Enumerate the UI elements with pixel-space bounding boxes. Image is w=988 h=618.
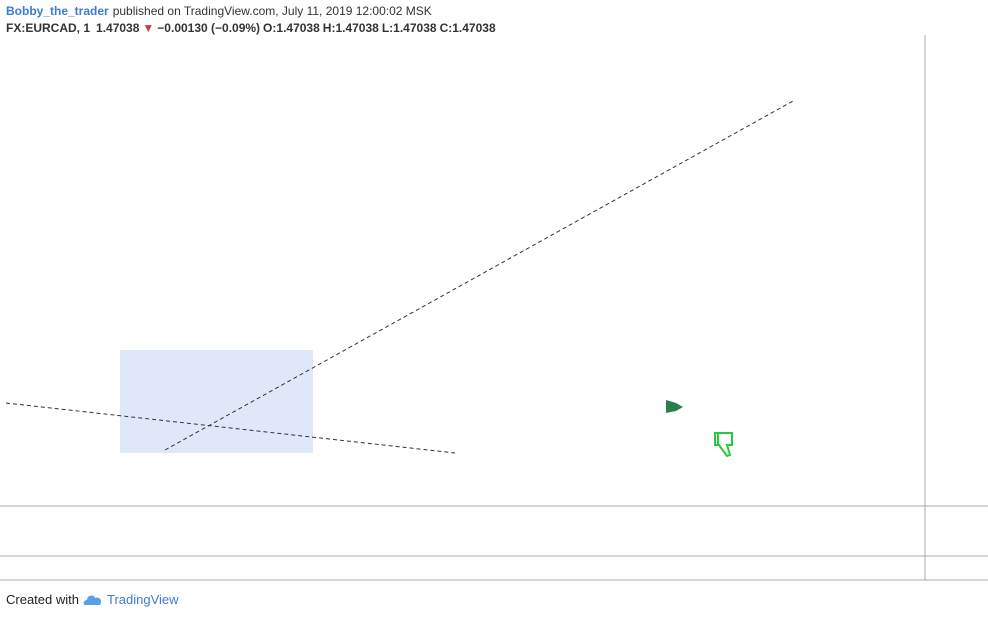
change: −0.00130 (−0.09%) [157, 21, 261, 35]
publish-line: Bobby_the_trader published on TradingView… [6, 4, 432, 18]
ohlc-key: C: [439, 21, 453, 35]
trend-line [164, 100, 794, 451]
trend-line [5, 402, 456, 454]
footer-brand[interactable]: TradingView [106, 592, 179, 607]
author[interactable]: Bobby_the_trader [6, 4, 109, 18]
ohlc-value: 1.47038 [393, 21, 437, 35]
change-arrow: ▼ [142, 21, 155, 35]
footer-text: Created with [6, 592, 79, 607]
ohlc-value: 1.47038 [276, 21, 320, 35]
quote-line: FX:EURCAD, 1 1.47038 ▼ −0.00130 (−0.09%) O:1… [6, 21, 502, 35]
footer: Created with TradingView [6, 592, 179, 607]
ohlc-key: L: [381, 21, 394, 35]
range-box [120, 350, 313, 453]
logo [83, 595, 102, 605]
ohlc-value: 1.47038 [335, 21, 379, 35]
last: 1.47038 [96, 21, 140, 35]
ohlc-key: H: [322, 21, 336, 35]
publish-info: published on TradingView.com, July 11, 2… [112, 4, 432, 18]
ohlc: O:1.47038 H:1.47038 L:1.47038 C:1.47038 [263, 21, 499, 35]
ohlc-key: O: [263, 21, 277, 35]
symbol: FX:EURCAD, 1 [6, 21, 91, 35]
thumbs-down-icon [714, 432, 733, 458]
arrow-icon [666, 400, 683, 413]
ohlc-value: 1.47038 [452, 21, 496, 35]
